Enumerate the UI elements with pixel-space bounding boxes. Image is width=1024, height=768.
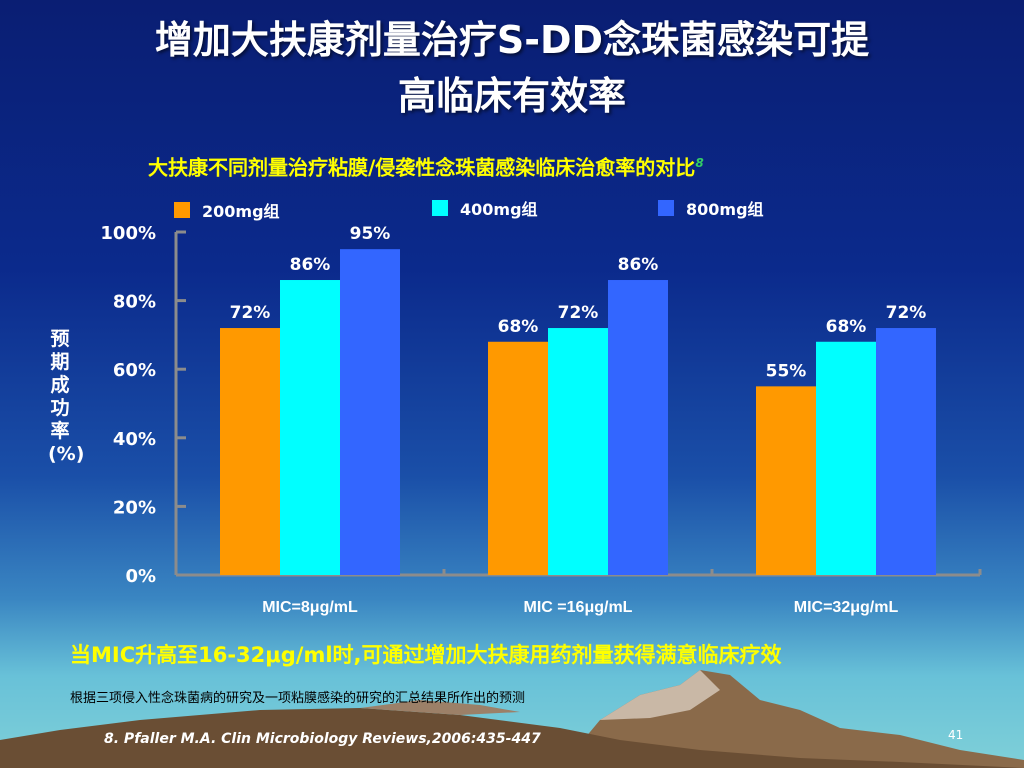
footnote-text: 根据三项侵入性念珠菌病的研究及一项粘膜感染的研究的汇总结果所作出的预测 (70, 691, 526, 706)
data-label: 72% (886, 303, 927, 323)
y-tick-label: 0% (125, 566, 156, 587)
chart-title-reference: 8 (695, 156, 704, 170)
legend-label-200mg: 200mg组 (202, 202, 280, 221)
legend-item-800mg: 800mg组 (658, 196, 764, 220)
bar (876, 328, 936, 575)
bar (548, 328, 608, 575)
bar (340, 249, 400, 575)
data-label: 72% (230, 303, 271, 323)
data-label: 86% (290, 255, 331, 275)
page-number: 41 (948, 728, 964, 742)
x-category-label: MIC =16μg/mL (524, 599, 633, 616)
data-label: 55% (766, 361, 807, 381)
data-label: 68% (826, 317, 867, 337)
y-tick-label: 40% (113, 429, 156, 450)
chart-title-text: 大扶康不同剂量治疗粘膜/侵袭性念珠菌感染临床治愈率的对比 (148, 155, 696, 180)
bar (816, 341, 876, 575)
bar (280, 280, 340, 575)
bar (220, 328, 280, 575)
legend-item-400mg: 400mg组 (432, 196, 538, 220)
y-tick-label: 80% (113, 292, 156, 313)
x-category-label: MIC=32μg/mL (794, 599, 899, 616)
y-tick-label: 60% (113, 360, 156, 381)
legend-item-200mg: 200mg组 (174, 198, 280, 222)
mountain-background (0, 670, 1024, 768)
slide-title-line2: 高临床有效率 (397, 74, 626, 118)
reference-citation: 8. Pfaller M.A. Clin Microbiology Review… (104, 731, 541, 747)
x-category-label: MIC=8μg/mL (262, 599, 358, 616)
chart-title: 大扶康不同剂量治疗粘膜/侵袭性念珠菌感染临床治愈率的对比8 (148, 150, 704, 181)
data-label: 72% (558, 303, 599, 323)
y-axis-label: 预期成功率(%) (48, 328, 85, 465)
legend-label-400mg: 400mg组 (460, 200, 538, 219)
legend-swatch-400mg (432, 200, 448, 216)
bar (488, 341, 548, 575)
data-label: 95% (350, 224, 391, 244)
y-tick-label: 20% (113, 497, 156, 518)
data-label: 68% (498, 317, 539, 337)
y-tick-label: 100% (100, 223, 156, 244)
legend-label-800mg: 800mg组 (686, 200, 764, 219)
data-label: 86% (618, 255, 659, 275)
slide-title-line1: 增加大扶康剂量治疗S-DD念珠菌感染可提 (154, 18, 870, 62)
conclusion-text: 当MIC升高至16-32μg/ml时,可通过增加大扶康用药剂量获得满意临床疗效 (70, 643, 782, 667)
bar (608, 280, 668, 575)
bar (756, 386, 816, 575)
legend-swatch-200mg (174, 202, 190, 218)
legend-swatch-800mg (658, 200, 674, 216)
